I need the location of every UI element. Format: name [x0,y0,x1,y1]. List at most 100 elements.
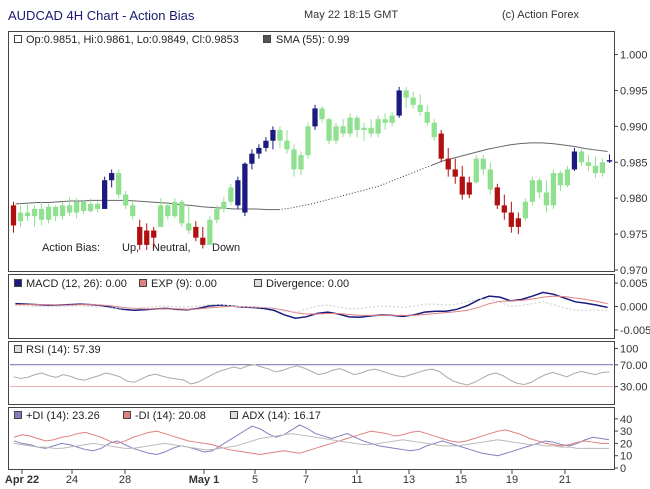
price-bar [228,187,234,202]
adx-legend: ADX (14): 16.17 [242,410,321,422]
x-tick-label: 21 [559,474,571,486]
price-bar [151,230,157,238]
chart-date: May 22 18:15 GMT [304,9,399,21]
price-bar [361,127,367,130]
x-tick-label: 7 [303,474,309,486]
price-bar [249,153,255,164]
price-bar [123,194,129,206]
price-bar [333,126,339,141]
bias-legend-down: Down [212,242,240,254]
ohlc-legend-swatch [14,35,22,43]
price-bar [45,206,52,220]
price-bar [585,162,592,166]
price-bar [515,218,521,227]
x-tick-label: May 1 [189,474,220,486]
macd-legend: MACD (12, 26): 0.00 [26,278,127,290]
price-bar [382,119,388,123]
price-bar [235,180,241,206]
adx-line [13,433,610,451]
price-bar [480,158,486,170]
price-bar [550,173,557,206]
chart-header: AUDCAD 4H Chart - Action Bias May 22 18:… [0,0,650,30]
price-bar [17,212,24,222]
dmi-ytick-label: 0 [620,463,626,475]
price-bar [130,205,136,217]
price-bar [179,201,185,224]
price-ytick-label: 0.970 [620,265,648,277]
price-bar [522,201,528,219]
price-bar [564,169,571,186]
mdi-line [13,429,610,455]
price-bar [221,201,227,209]
price-bar [52,206,59,217]
price-bar [410,97,416,105]
price-bar [452,169,458,177]
price-bar [403,90,409,98]
x-tick-label: 28 [119,474,131,486]
x-tick-label: 19 [506,474,518,486]
price-bar [592,165,599,174]
chart-credit: (c) Action Forex [502,9,580,21]
dmi-panel-frame [8,407,615,470]
price-bar [277,129,283,141]
x-tick-label: 24 [66,474,78,486]
sma-line [15,199,279,211]
price-bar [396,90,402,116]
sma-legend: SMA (55): 0.99 [276,34,349,46]
price-ytick-label: 0.975 [620,229,648,241]
x-tick-label: 11 [351,474,362,486]
price-bar [200,237,206,245]
price-bar [487,169,493,190]
pdi-legend-swatch [14,411,22,419]
dmi-ytick-label: 40 [620,414,632,426]
macd-ytick-label: 0.005 [620,278,648,290]
bias-legend-label: Action Bias: [42,242,100,254]
price-bar [80,201,87,212]
price-bar [438,133,444,159]
price-bar [326,119,332,141]
divergence-legend: Divergence: 0.00 [266,278,349,290]
rsi-ytick-label: 70.00 [620,360,648,372]
price-bar [165,205,171,217]
divergence-legend-swatch [254,279,262,287]
price-bar [193,226,199,238]
price-bar [270,129,276,141]
price-bar [543,192,550,206]
price-bar [445,158,451,170]
price-bar [578,151,585,163]
bias-legend-neutral: Neutral, [152,242,191,254]
price-bar [158,205,164,227]
price-bar [529,180,535,202]
price-bar [73,201,80,213]
price-bar [298,155,304,170]
macd-ytick-label: 0.000 [620,302,648,314]
price-bar [66,205,73,213]
price-bar [88,203,94,212]
price-bar [137,226,143,245]
price-bar [599,162,606,174]
price-bar [172,201,178,217]
price-bar [31,208,38,217]
price-bar [431,122,437,138]
adx-legend-swatch [230,411,238,419]
exp-legend: EXP (9): 0.00 [151,278,217,290]
price-bar [116,173,122,195]
price-bar [207,219,213,245]
price-bar [494,187,500,206]
price-bar [95,203,101,209]
price-bar [10,205,17,226]
rsi-legend: RSI (14): 57.39 [26,344,101,356]
price-bar [606,160,613,162]
ohlc-legend: Op:0.9851, Hi:0.9861, Lo:0.9849, Cl:0.98… [26,34,239,46]
price-bar [256,147,262,154]
price-bar [24,212,31,217]
price-bar [389,115,395,123]
price-bar [417,104,423,112]
dmi-ytick-label: 10 [620,451,632,463]
mdi-legend-swatch [123,411,131,419]
price-bar [501,205,507,213]
price-bar [284,140,290,150]
sma-legend-swatch [263,35,271,43]
bias-legend-up: Up, [122,242,139,254]
x-tick-label: 5 [252,474,258,486]
